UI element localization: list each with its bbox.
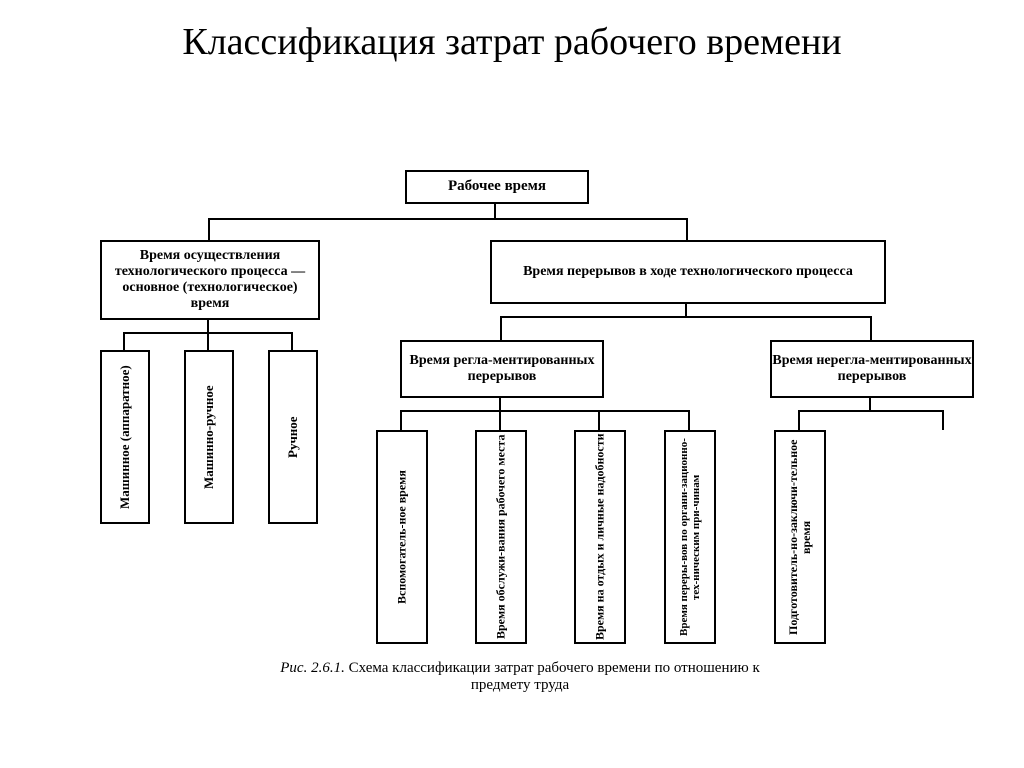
connector	[208, 218, 688, 220]
leaf-rest-time-label: Время на отдых и личные надобности	[593, 434, 606, 641]
leaf-manual: Ручное	[268, 350, 318, 524]
page: Классификация затрат рабочего времени Ра…	[0, 0, 1024, 768]
connector	[400, 410, 690, 412]
connector	[207, 332, 209, 350]
leaf-machine: Машинное (аппаратное)	[100, 350, 150, 524]
node-tech-process-label: Время осуществления технологического про…	[102, 248, 318, 312]
connector	[798, 410, 800, 430]
node-breaks-label: Время перерывов в ходе технологического …	[523, 264, 853, 280]
connector	[291, 332, 293, 350]
leaf-machine-manual: Машинно-ручное	[184, 350, 234, 524]
connector	[207, 318, 209, 332]
page-title: Классификация затрат рабочего времени	[0, 20, 1024, 64]
leaf-prep-final-time: Подготовитель-но-заключи-тельное время	[774, 430, 826, 644]
connector	[499, 410, 501, 430]
caption-prefix: Рис. 2.6.1.	[280, 660, 345, 676]
connector	[500, 316, 502, 340]
connector	[400, 410, 402, 430]
leaf-org-tech-breaks: Время переры-вов по органи-зационно-тех-…	[664, 430, 716, 644]
leaf-machine-label: Машинное (аппаратное)	[118, 365, 132, 509]
connector	[685, 302, 687, 316]
node-breaks: Время перерывов в ходе технологического …	[490, 240, 886, 304]
connector	[870, 316, 872, 340]
node-regulated-breaks-label: Время регла-ментированных перерывов	[402, 353, 602, 385]
connector	[500, 316, 872, 318]
connector	[686, 218, 688, 240]
leaf-machine-manual-label: Машинно-ручное	[202, 385, 216, 489]
leaf-auxiliary-time: Вспомогатель-ное время	[376, 430, 428, 644]
node-root: Рабочее время	[405, 170, 589, 204]
node-unregulated-breaks-label: Время нерегла-ментированных перерывов	[772, 353, 972, 385]
connector	[123, 332, 125, 350]
node-unregulated-breaks: Время нерегла-ментированных перерывов	[770, 340, 974, 398]
leaf-service-time-label: Время обслужи-вания рабочего места	[494, 435, 507, 639]
connector	[869, 396, 871, 410]
node-tech-process: Время осуществления технологического про…	[100, 240, 320, 320]
connector	[494, 202, 496, 218]
leaf-service-time: Время обслужи-вания рабочего места	[475, 430, 527, 644]
figure-caption: Рис. 2.6.1. Схема классификации затрат р…	[260, 660, 780, 694]
connector	[598, 410, 600, 430]
connector	[499, 396, 501, 410]
node-root-label: Рабочее время	[448, 178, 546, 195]
leaf-org-tech-breaks-label: Время переры-вов по органи-зационно-тех-…	[678, 432, 702, 642]
caption-text: Схема классификации затрат рабочего врем…	[349, 660, 760, 693]
connector	[798, 410, 944, 412]
connector	[688, 410, 690, 430]
node-regulated-breaks: Время регла-ментированных перерывов	[400, 340, 604, 398]
leaf-prep-final-time-label: Подготовитель-но-заключи-тельное время	[787, 432, 813, 642]
leaf-auxiliary-time-label: Вспомогатель-ное время	[395, 470, 408, 604]
connector	[208, 218, 210, 240]
connector	[942, 410, 944, 430]
leaf-rest-time: Время на отдых и личные надобности	[574, 430, 626, 644]
leaf-manual-label: Ручное	[286, 416, 300, 458]
